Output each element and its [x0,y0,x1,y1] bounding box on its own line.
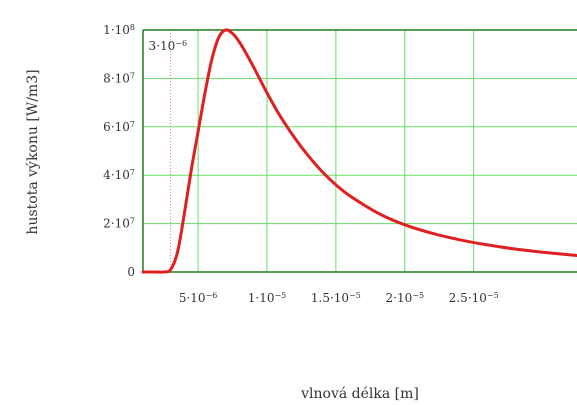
y-tick-label-dot: ·10 [111,71,130,85]
y-tick-label-mantissa: 0 [127,265,135,279]
y-tick-label: 4·107 [103,168,135,183]
y-tick-label-dot: ·10 [111,168,130,182]
x-tick-label-exponent: −5 [487,291,499,300]
x-axis-label: vlnová délka [m] [300,386,419,402]
x-tick-label-exponent: −6 [206,291,218,300]
plot-frame [142,29,577,273]
y-tick-label-mantissa: 6 [103,120,111,134]
x-tick-labels: 5·10−6 1·10−5 1.5·10−5 2·10−5 2.5·10−5 [179,291,499,306]
y-tick-label-mantissa: 8 [103,71,111,85]
x-tick-label-mantissa: 1 [248,291,256,305]
x-tick-label: 1·10−5 [248,291,287,306]
series-line [141,28,577,274]
y-tick-label: 1·108 [103,23,135,38]
x-tick-label-exponent: −5 [349,291,361,300]
y-tick-label: 0 [127,265,135,279]
y-axis-label: hustota výkonu [W/m3] [24,69,41,234]
marker-label-mantissa: 3 [149,39,157,53]
x-tick-label-mantissa: 2.5 [449,291,468,305]
x-tick-label-dot: ·10 [330,291,349,305]
y-tick-label-mantissa: 1 [103,23,111,37]
y-tick-label-mantissa: 4 [103,168,111,182]
x-tick-label-mantissa: 1.5 [311,291,330,305]
y-tick-label-exponent: 7 [130,119,135,128]
x-tick-label-dot: ·10 [393,291,412,305]
y-tick-label-dot: ·10 [111,23,130,37]
x-tick-label: 1.5·10−5 [311,291,361,306]
grid [143,29,577,272]
x-tick-label-exponent: −5 [274,291,286,300]
x-tick-label-exponent: −5 [412,291,424,300]
y-tick-label: 6·107 [103,119,135,134]
y-tick-label-exponent: 7 [130,71,135,80]
x-tick-label-dot: ·10 [468,291,487,305]
series-group [141,28,577,274]
y-tick-label: 2·107 [103,216,135,231]
marker-label: 3·10−6 [149,39,188,54]
x-tick-label-mantissa: 2 [386,291,394,305]
y-tick-label-exponent: 7 [130,168,135,177]
y-tick-label-mantissa: 2 [103,217,111,231]
y-tick-label-dot: ·10 [111,217,130,231]
marker-label-dot: ·10 [156,39,175,53]
x-tick-label-dot: ·10 [186,291,205,305]
wavelength-marker: 3·10−6 [149,30,188,272]
x-tick-label: 2·10−5 [386,291,425,306]
y-tick-label-exponent: 8 [130,23,135,32]
x-tick-label-mantissa: 5 [179,291,187,305]
marker-label-exponent: −6 [175,39,187,48]
y-tick-label-dot: ·10 [111,120,130,134]
y-tick-label-exponent: 7 [130,216,135,225]
x-tick-label: 5·10−6 [179,291,218,306]
x-tick-label: 2.5·10−5 [449,291,499,306]
y-tick-label: 8·107 [103,71,135,86]
x-tick-label-dot: ·10 [255,291,274,305]
